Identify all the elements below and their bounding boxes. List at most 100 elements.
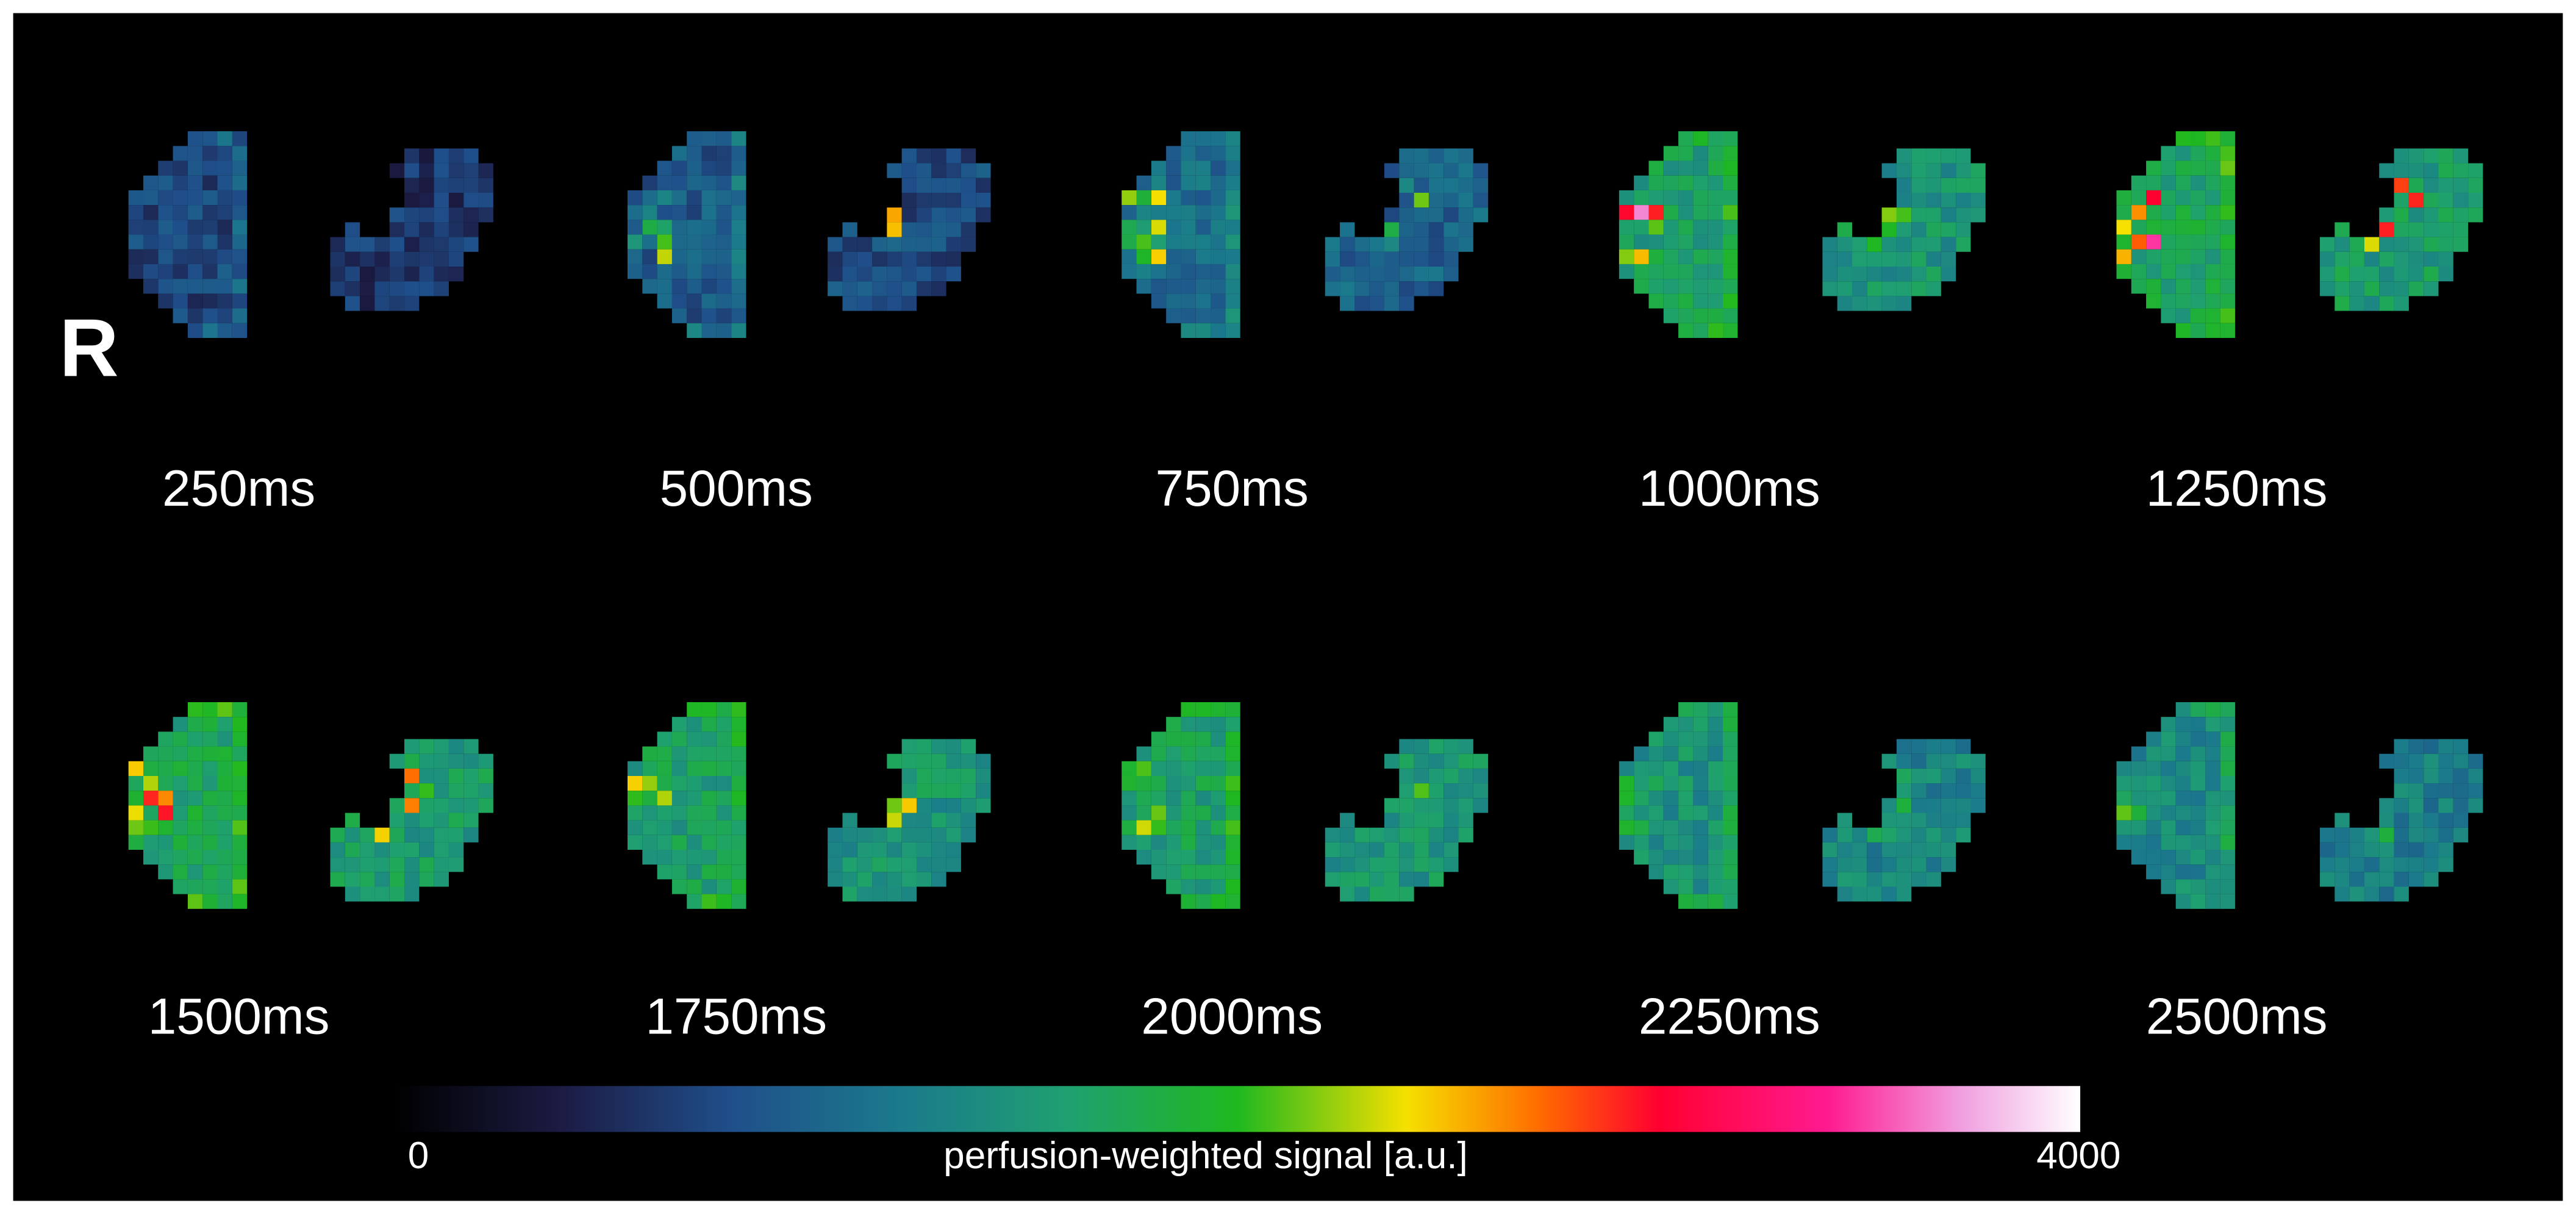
kidney-pixel [1444, 857, 1459, 872]
kidney-pixel [143, 279, 159, 294]
kidney-pixel [2191, 308, 2206, 323]
kidney-pixel [976, 783, 991, 799]
kidney-pixel [1428, 266, 1444, 282]
kidney-pixel [158, 746, 173, 761]
kidney-pixel [448, 842, 464, 858]
kidney-pixel [173, 805, 188, 821]
kidney-pixel [1225, 746, 1240, 761]
kidney-pixel [404, 251, 420, 267]
kidney-pixel [1136, 850, 1151, 865]
kidney-pixel [1473, 783, 1489, 799]
kidney-pixel [916, 207, 932, 223]
kidney-pixel [2161, 234, 2176, 250]
kidney-pixel [1195, 702, 1211, 717]
kidney-pixel [1399, 813, 1414, 828]
kidney-pixel [2146, 864, 2161, 880]
kidney-pixel [187, 717, 203, 732]
kidney-pixel [434, 148, 449, 163]
kidney-pixel [1151, 820, 1167, 835]
kidney-pixel [2161, 835, 2176, 850]
kidney-pixel [2424, 813, 2439, 828]
kidney-pixel [202, 717, 218, 732]
kidney-pixel [2131, 820, 2147, 835]
kidney-pixel [232, 205, 248, 220]
kidney-pixel [671, 835, 687, 850]
kidney-pixel [1428, 207, 1444, 223]
kidney-pixel [143, 850, 159, 865]
kidney-pixel [671, 234, 687, 250]
kidney-pixel [173, 761, 188, 776]
kidney-pixel [1911, 798, 1927, 813]
kidney-pixel [1941, 798, 1956, 813]
kidney-pixel [434, 251, 449, 267]
kidney-pixel [2349, 296, 2364, 311]
kidney-pixel [202, 264, 218, 279]
kidney-pixel [671, 264, 687, 279]
kidney-pixel [1458, 163, 1473, 178]
kidney-pixel [931, 842, 946, 858]
kidney-pixel [1369, 842, 1384, 858]
kidney-pixel [2438, 857, 2453, 872]
kidney-pixel [1837, 266, 1853, 282]
kidney-pixel [1619, 190, 1634, 206]
kidney-pixel [657, 731, 672, 747]
kidney-pixel [657, 279, 672, 294]
kidney-pixel [716, 279, 732, 294]
kidney-pixel [2334, 857, 2350, 872]
kidney-pixel [2191, 264, 2206, 279]
kidney-pixel [1136, 175, 1151, 190]
kidney-pixel [731, 146, 746, 161]
time-label: 1250ms [2146, 459, 2328, 517]
kidney-pixel [232, 820, 248, 835]
kidney-pixel [716, 293, 732, 309]
kidney-pixel [1708, 175, 1723, 190]
kidney-pixel [1708, 746, 1723, 761]
kidney-pixel [1384, 251, 1400, 267]
kidney-pixel [1837, 857, 1853, 872]
kidney-pixel [1663, 308, 1679, 323]
kidney-pixel [345, 222, 360, 237]
kidney-pixel [187, 220, 203, 235]
kidney-pixel [1211, 264, 1226, 279]
kidney-pixel [1458, 768, 1473, 784]
kidney-pixel [232, 323, 248, 338]
kidney-pixel [404, 266, 420, 282]
kidney-pixel [1911, 753, 1927, 769]
kidney-pixel [2349, 266, 2364, 282]
kidney-pixel [404, 753, 420, 769]
kidney-pixel [2205, 894, 2220, 909]
kidney-pixel [1693, 746, 1708, 761]
kidney-pixel [404, 207, 420, 223]
kidney-pixel [217, 308, 232, 323]
kidney-pixel [1634, 205, 1649, 220]
kidney-pixel [1708, 791, 1723, 806]
kidney-pixel [1678, 293, 1694, 309]
kidney-pixel [1211, 220, 1226, 235]
kidney-pixel [2175, 746, 2191, 761]
kidney-pixel [1414, 222, 1429, 237]
kidney-pixel [842, 296, 857, 311]
time-label: 2250ms [1639, 988, 1820, 1045]
kidney-pixel [1693, 820, 1708, 835]
kidney-pixel [1881, 872, 1897, 887]
kidney-pixel [1181, 791, 1196, 806]
kidney-pixel [217, 835, 232, 850]
kidney-pixel [916, 251, 932, 267]
kidney-pixel [173, 308, 188, 323]
kidney-pixel [1634, 775, 1649, 791]
kidney-pixel [2205, 791, 2220, 806]
kidney-pixel [1195, 746, 1211, 761]
kidney-pixel [701, 190, 717, 206]
kidney-pixel [2408, 872, 2424, 887]
kidney-pixel [1634, 820, 1649, 835]
kidney-pixel [901, 798, 917, 813]
kidney-pixel [1723, 249, 1738, 264]
kidney-pixel [946, 842, 961, 858]
kidney-pixel [202, 791, 218, 806]
kidney-pixel [1911, 768, 1927, 784]
kidney-pixel [1399, 753, 1414, 769]
kidney-pixel [404, 148, 420, 163]
kidney-pixel [1369, 237, 1384, 252]
kidney-pixel [419, 266, 434, 282]
kidney-pixel [202, 293, 218, 309]
